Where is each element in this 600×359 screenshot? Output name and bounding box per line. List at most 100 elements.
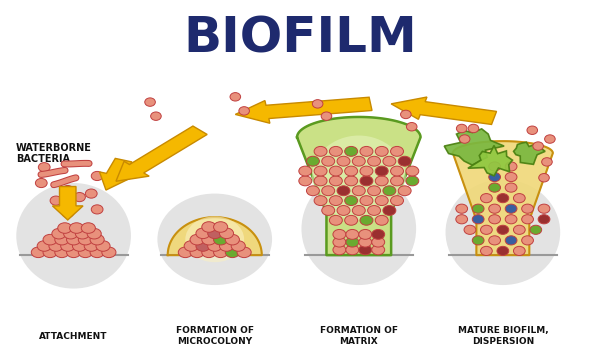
Ellipse shape — [489, 236, 500, 245]
Ellipse shape — [527, 126, 538, 135]
Ellipse shape — [231, 241, 245, 251]
Ellipse shape — [91, 171, 103, 181]
Ellipse shape — [398, 156, 411, 166]
Ellipse shape — [55, 247, 69, 258]
Ellipse shape — [62, 208, 74, 218]
Ellipse shape — [312, 135, 406, 220]
Ellipse shape — [446, 180, 560, 285]
Ellipse shape — [299, 166, 312, 176]
Ellipse shape — [178, 247, 193, 258]
Ellipse shape — [368, 156, 380, 166]
Ellipse shape — [145, 98, 155, 106]
Ellipse shape — [37, 241, 51, 251]
Ellipse shape — [230, 93, 241, 101]
Ellipse shape — [489, 204, 500, 213]
Text: BIOFILM: BIOFILM — [183, 14, 417, 62]
Ellipse shape — [208, 241, 222, 251]
Ellipse shape — [481, 225, 492, 234]
Ellipse shape — [538, 215, 550, 224]
Ellipse shape — [196, 241, 210, 251]
Ellipse shape — [84, 241, 98, 251]
Ellipse shape — [542, 158, 552, 166]
Ellipse shape — [375, 146, 388, 156]
Text: MATURE BIOFILM,
DISPERSION: MATURE BIOFILM, DISPERSION — [458, 326, 548, 346]
Ellipse shape — [489, 172, 500, 182]
Ellipse shape — [307, 186, 319, 196]
Ellipse shape — [391, 166, 403, 176]
Ellipse shape — [313, 100, 323, 108]
Polygon shape — [444, 129, 504, 165]
Ellipse shape — [62, 186, 74, 195]
Ellipse shape — [322, 206, 335, 215]
Ellipse shape — [375, 215, 388, 225]
Ellipse shape — [539, 173, 550, 182]
Ellipse shape — [481, 246, 492, 256]
Ellipse shape — [314, 176, 327, 186]
Ellipse shape — [64, 228, 78, 239]
Ellipse shape — [43, 234, 57, 245]
Ellipse shape — [329, 176, 343, 186]
Ellipse shape — [464, 225, 476, 234]
Ellipse shape — [220, 228, 233, 239]
Ellipse shape — [184, 241, 198, 251]
Text: FORMATION OF
MATRIX: FORMATION OF MATRIX — [320, 326, 398, 346]
Ellipse shape — [67, 247, 80, 258]
Ellipse shape — [505, 183, 517, 192]
Ellipse shape — [472, 204, 484, 213]
Ellipse shape — [314, 146, 327, 156]
Ellipse shape — [151, 112, 161, 120]
Text: ATTACHMENT: ATTACHMENT — [40, 332, 108, 341]
Polygon shape — [468, 145, 512, 176]
Ellipse shape — [391, 176, 403, 186]
Ellipse shape — [346, 229, 359, 239]
Ellipse shape — [505, 236, 517, 245]
Ellipse shape — [16, 183, 131, 289]
Ellipse shape — [521, 236, 533, 245]
Ellipse shape — [497, 225, 509, 234]
Ellipse shape — [190, 247, 204, 258]
Ellipse shape — [360, 146, 373, 156]
Ellipse shape — [352, 156, 365, 166]
Ellipse shape — [533, 142, 544, 150]
Ellipse shape — [333, 229, 346, 239]
Ellipse shape — [383, 186, 396, 196]
Ellipse shape — [220, 241, 233, 251]
Ellipse shape — [346, 245, 359, 255]
Ellipse shape — [214, 234, 227, 245]
Ellipse shape — [74, 192, 85, 202]
Ellipse shape — [35, 178, 47, 188]
Polygon shape — [52, 187, 83, 220]
Ellipse shape — [497, 246, 509, 256]
Ellipse shape — [31, 247, 46, 258]
Ellipse shape — [344, 196, 358, 206]
Ellipse shape — [398, 186, 411, 196]
Ellipse shape — [79, 247, 92, 258]
Ellipse shape — [383, 206, 396, 215]
Ellipse shape — [58, 223, 72, 233]
Ellipse shape — [226, 234, 239, 245]
Ellipse shape — [208, 228, 222, 239]
Ellipse shape — [360, 196, 373, 206]
Ellipse shape — [375, 166, 388, 176]
Ellipse shape — [456, 215, 467, 224]
Ellipse shape — [359, 245, 372, 255]
Ellipse shape — [352, 206, 365, 215]
Ellipse shape — [360, 166, 373, 176]
Ellipse shape — [337, 186, 350, 196]
Ellipse shape — [359, 237, 372, 247]
Ellipse shape — [391, 196, 403, 206]
Ellipse shape — [85, 189, 97, 198]
Ellipse shape — [337, 156, 350, 166]
Ellipse shape — [359, 229, 372, 239]
Ellipse shape — [460, 135, 470, 143]
Ellipse shape — [391, 146, 403, 156]
Ellipse shape — [49, 241, 63, 251]
Ellipse shape — [239, 107, 250, 115]
Ellipse shape — [337, 206, 350, 215]
Ellipse shape — [196, 228, 210, 239]
Ellipse shape — [202, 222, 216, 232]
Ellipse shape — [489, 162, 500, 171]
Ellipse shape — [321, 112, 332, 120]
Ellipse shape — [497, 194, 509, 203]
Ellipse shape — [307, 156, 319, 166]
